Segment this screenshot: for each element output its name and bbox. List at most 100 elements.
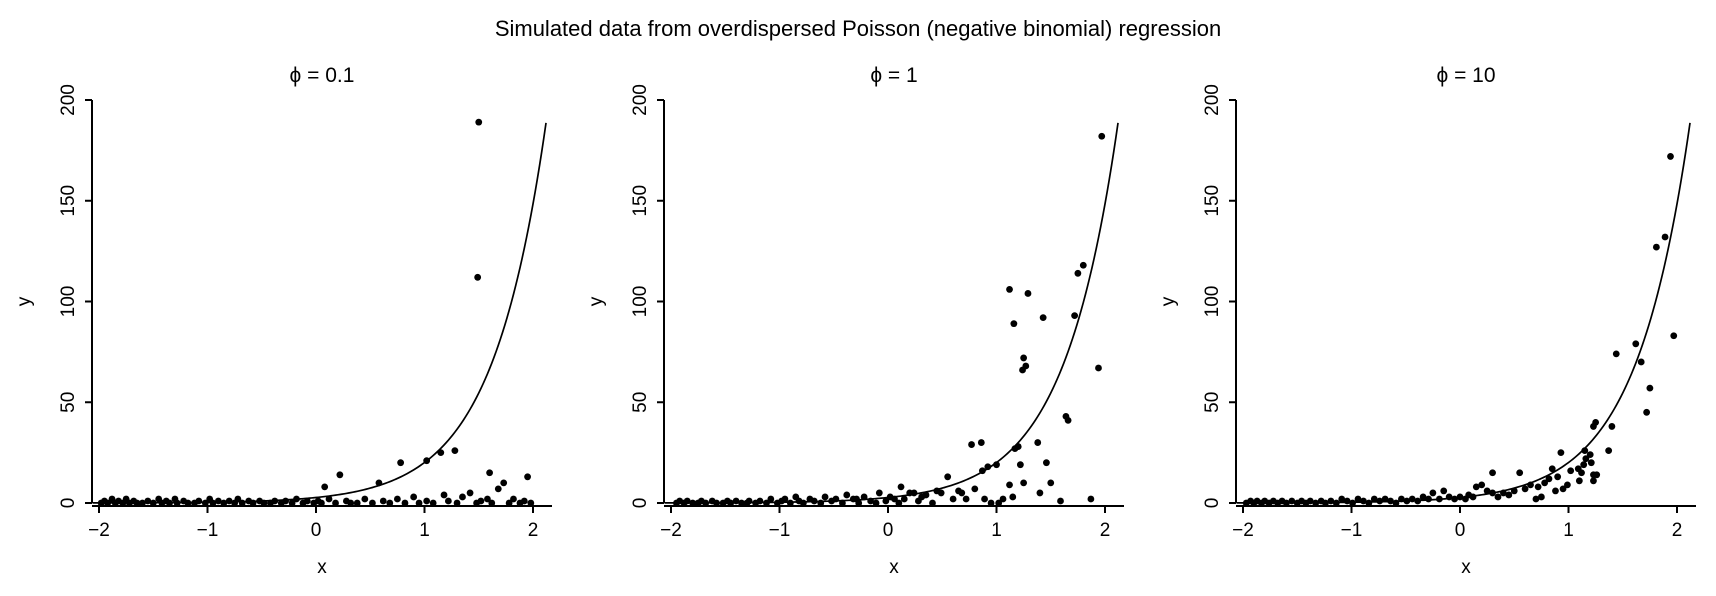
panel-phi-0.1: ϕ = 0.1 −2 −1 0 1 2 0 50 100 150 200 x y bbox=[0, 50, 572, 596]
data-point bbox=[1578, 469, 1585, 477]
data-point bbox=[429, 499, 437, 507]
data-point bbox=[1451, 495, 1458, 503]
data-point bbox=[466, 489, 474, 497]
data-point bbox=[1014, 443, 1022, 450]
data-point bbox=[1381, 495, 1389, 503]
data-point bbox=[962, 495, 970, 503]
y-tick-label: 100 bbox=[58, 286, 79, 318]
data-point bbox=[1582, 455, 1590, 463]
data-point bbox=[369, 499, 376, 507]
data-point bbox=[1332, 499, 1340, 507]
data-point bbox=[882, 497, 890, 505]
data-point bbox=[1670, 332, 1678, 340]
data-point bbox=[1557, 449, 1565, 457]
data-point bbox=[1006, 481, 1013, 489]
data-point bbox=[1552, 487, 1559, 495]
data-point bbox=[875, 489, 883, 497]
data-point bbox=[1435, 495, 1443, 503]
data-point bbox=[738, 499, 745, 507]
data-point bbox=[745, 497, 753, 505]
data-point bbox=[1338, 495, 1346, 503]
data-point bbox=[1472, 483, 1480, 491]
data-point bbox=[1580, 461, 1588, 469]
data-point bbox=[1064, 416, 1072, 424]
data-point bbox=[293, 495, 300, 503]
scatter-plot-phi-1: ϕ = 1 −2 −1 0 1 2 0 50 100 150 200 x y bbox=[586, 64, 1124, 578]
data-point bbox=[494, 485, 502, 493]
data-point bbox=[1074, 269, 1082, 277]
data-point bbox=[1575, 477, 1583, 485]
y-tick-label: 0 bbox=[630, 498, 651, 509]
data-point bbox=[1283, 499, 1290, 507]
data-point bbox=[977, 439, 985, 446]
x-tick-label: 2 bbox=[1672, 520, 1683, 541]
data-point bbox=[1545, 475, 1553, 483]
data-point bbox=[527, 499, 535, 507]
data-point bbox=[1087, 495, 1095, 503]
data-point bbox=[444, 497, 452, 505]
data-point bbox=[1419, 493, 1427, 501]
data-point bbox=[1010, 320, 1018, 328]
data-point bbox=[423, 497, 431, 505]
x-tick-label: 1 bbox=[1563, 520, 1574, 541]
data-point bbox=[1057, 497, 1064, 505]
x-tick-label: 0 bbox=[883, 520, 894, 541]
x-axis-label: x bbox=[1461, 557, 1471, 578]
data-point bbox=[1510, 487, 1518, 495]
data-point bbox=[303, 497, 311, 505]
data-point bbox=[1581, 447, 1589, 455]
data-point bbox=[184, 499, 192, 507]
data-point bbox=[1408, 495, 1416, 503]
data-point bbox=[1365, 499, 1373, 507]
data-point bbox=[1489, 489, 1496, 497]
data-point bbox=[832, 495, 840, 503]
data-point bbox=[891, 495, 898, 503]
data-point bbox=[1016, 461, 1024, 469]
data-point bbox=[133, 499, 141, 507]
y-axis-label: y bbox=[1158, 296, 1179, 306]
data-point bbox=[1643, 408, 1651, 416]
panel-phi-1: ϕ = 1 −2 −1 0 1 2 0 50 100 150 200 x y bbox=[572, 50, 1144, 596]
y-axis-label: y bbox=[14, 296, 35, 306]
data-point bbox=[1521, 485, 1529, 493]
data-point bbox=[922, 491, 930, 499]
data-point bbox=[1590, 477, 1597, 485]
data-point bbox=[1020, 354, 1028, 362]
data-point bbox=[484, 495, 491, 503]
data-point bbox=[1564, 481, 1571, 489]
data-points bbox=[97, 118, 535, 507]
data-point bbox=[786, 499, 794, 507]
data-point bbox=[209, 499, 217, 507]
fitted-curve bbox=[1236, 122, 1691, 504]
data-point bbox=[505, 499, 513, 507]
y-tick-label: 50 bbox=[58, 392, 79, 413]
data-point bbox=[361, 495, 369, 503]
x-tick-label: −1 bbox=[769, 520, 791, 541]
x-axis-label: x bbox=[317, 557, 327, 578]
data-point bbox=[1006, 286, 1013, 293]
panel-row: ϕ = 0.1 −2 −1 0 1 2 0 50 100 150 200 x y ϕ = 1 −2 −1 0 1… bbox=[0, 50, 1716, 596]
data-point bbox=[1047, 479, 1055, 487]
data-point bbox=[282, 497, 290, 505]
data-point bbox=[897, 483, 905, 491]
y-tick-label: 150 bbox=[58, 185, 79, 217]
data-point bbox=[1079, 261, 1087, 269]
data-point bbox=[1343, 497, 1351, 505]
data-point bbox=[1548, 465, 1556, 473]
data-point bbox=[220, 499, 228, 507]
data-point bbox=[260, 499, 268, 507]
data-point bbox=[999, 495, 1007, 503]
data-point bbox=[1537, 493, 1545, 501]
fitted-curve bbox=[92, 122, 547, 504]
y-tick-label: 200 bbox=[58, 84, 79, 116]
data-point bbox=[1489, 469, 1496, 477]
data-point bbox=[1095, 364, 1102, 372]
data-point bbox=[1370, 495, 1378, 503]
data-point bbox=[1541, 479, 1549, 487]
data-point bbox=[799, 499, 807, 507]
data-point bbox=[727, 499, 735, 507]
data-point bbox=[1605, 447, 1613, 455]
data-point bbox=[1478, 481, 1486, 489]
data-point bbox=[867, 497, 875, 505]
x-tick-label: −1 bbox=[1341, 520, 1363, 541]
